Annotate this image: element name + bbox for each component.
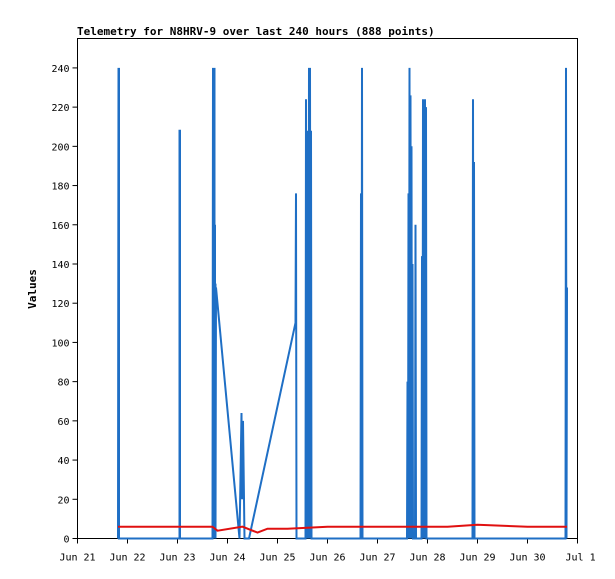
- x-axis-ticks: Jun 21 Jun 22 Jun 23 Jun 24 Jun 25 Jun 26 Jun …: [59, 538, 596, 564]
- y-tick-label: 140: [51, 260, 69, 271]
- y-tick-label: 60: [57, 417, 69, 428]
- y-tick-label: 160: [51, 221, 69, 232]
- series-layer: [117, 67, 568, 540]
- x-tick-label: Jun 21: [59, 553, 95, 564]
- x-tick-label: Jun 27: [359, 553, 395, 564]
- x-tick-label: Jun 23: [159, 553, 195, 564]
- x-tick-label: Jun 26: [309, 553, 345, 564]
- y-tick-label: 0: [63, 535, 69, 546]
- x-tick-label: Jul 1: [566, 553, 596, 564]
- x-tick-label: Jun 30: [509, 553, 545, 564]
- x-tick-label: Jun 22: [109, 553, 145, 564]
- plot-frame: [77, 38, 578, 539]
- series-line-0: [117, 67, 568, 540]
- y-tick-label: 220: [51, 103, 69, 114]
- y-tick-label: 180: [51, 182, 69, 193]
- chart-title: Telemetry for N8HRV-9 over last 240 hour…: [77, 25, 435, 38]
- y-axis-label: Values: [26, 269, 39, 309]
- y-tick-label: 100: [51, 338, 69, 349]
- y-tick-label: 120: [51, 299, 69, 310]
- y-tick-label: 240: [51, 64, 69, 75]
- x-tick-label: Jun 29: [459, 553, 495, 564]
- x-tick-label: Jun 25: [259, 553, 295, 564]
- y-tick-label: 200: [51, 142, 69, 153]
- y-tick-label: 80: [57, 378, 69, 389]
- x-tick-label: Jun 28: [409, 553, 445, 564]
- y-tick-label: 20: [57, 495, 69, 506]
- y-axis-ticks: 0 20 40 60 80 100 120 140 160 180 200 220 240: [51, 64, 78, 546]
- x-tick-label: Jun 24: [209, 553, 245, 564]
- series-line-1: [118, 523, 567, 534]
- y-tick-label: 40: [57, 456, 69, 467]
